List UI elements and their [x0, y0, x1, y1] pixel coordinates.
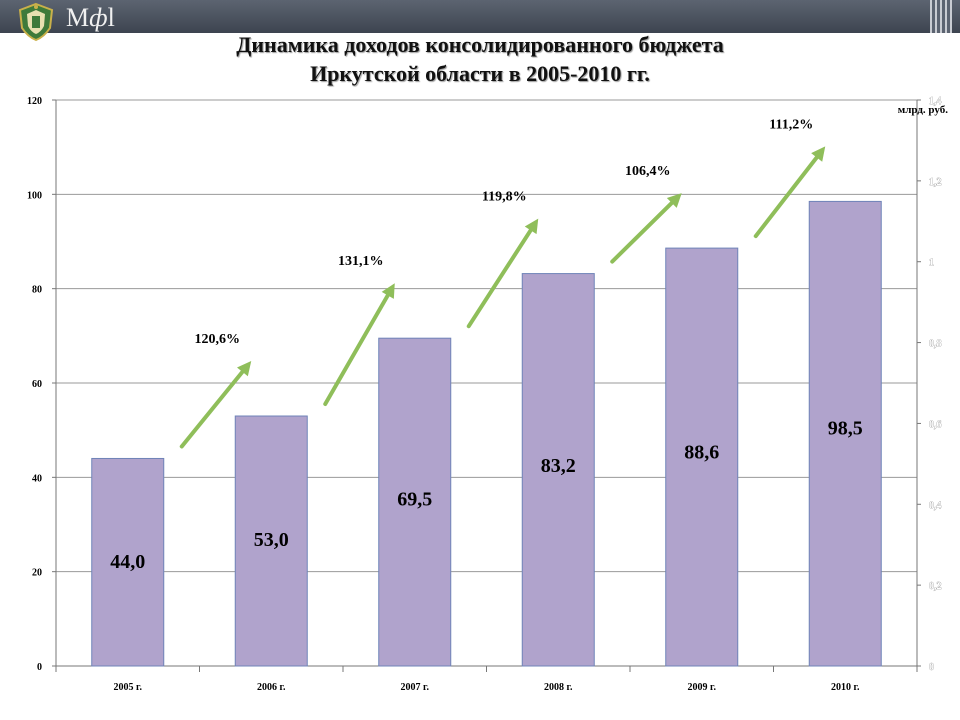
y-tick-label: 60: [32, 379, 42, 390]
bar: [234, 415, 308, 667]
x-tick-label: 2010 г.: [831, 682, 860, 693]
title-line-1: Динамика доходов консолидированного бюдж…: [236, 32, 724, 57]
growth-arrow-head: [524, 218, 539, 235]
x-tick-label: 2007 г.: [401, 682, 430, 693]
data-label: 83,2: [541, 455, 576, 477]
growth-arrow-shaft: [179, 369, 245, 449]
growth-label: 106,4%: [625, 164, 671, 179]
y-right-tick-label: 0,8: [929, 339, 942, 350]
growth-arrow-shaft: [466, 228, 533, 329]
header-bar: [0, 0, 960, 33]
growth-arrows: [179, 146, 826, 449]
growth-label: 111,2%: [769, 117, 813, 132]
growth-arrow: [323, 283, 395, 407]
gridlines: [56, 99, 917, 573]
y-right-tick-label: 1,4: [929, 96, 942, 107]
growth-arrow-head: [381, 283, 395, 299]
growth-label: 131,1%: [338, 254, 384, 269]
page-title: Динамика доходов консолидированного бюдж…: [0, 30, 960, 88]
header-stripes: [930, 0, 952, 33]
growth-arrow-head: [811, 146, 826, 162]
bar: [521, 273, 595, 667]
data-label: 88,6: [684, 442, 719, 464]
bar: [808, 200, 882, 667]
bar: [91, 457, 165, 667]
growth-arrow-shaft: [610, 200, 674, 264]
growth-arrow-shaft: [753, 155, 819, 239]
growth-arrow-head: [236, 361, 252, 377]
labels: 0 20 40 60 80 100 120 0 0,2 0,4 0,6 0,8 1 1,2 1,4млрд.…: [27, 96, 948, 693]
title-line-2: Иркутской области в 2005-2010 гг.: [310, 61, 650, 86]
x-tick-label: 2005 г.: [114, 682, 143, 693]
unit-label: млрд. руб.: [898, 104, 949, 116]
y-right-tick-label: 0,4: [929, 500, 942, 511]
growth-arrow: [179, 361, 252, 449]
y-tick-label: 20: [32, 568, 42, 579]
x-tick-label: 2006 г.: [257, 682, 286, 693]
growth-arrow: [753, 146, 826, 239]
emblem-icon: [18, 2, 54, 42]
growth-arrow: [466, 218, 539, 329]
axes: [52, 99, 921, 672]
y-right-tick-label: 0,2: [929, 581, 942, 592]
y-right-tick-label: 0: [929, 662, 934, 673]
x-tick-label: 2008 г.: [544, 682, 573, 693]
data-label: 69,5: [397, 489, 432, 511]
bar: [378, 337, 452, 667]
growth-arrow-shaft: [323, 293, 390, 407]
data-label: 98,5: [828, 417, 863, 439]
y-tick-label: 120: [27, 96, 42, 107]
growth-arrow-head: [666, 193, 682, 208]
y-right-tick-label: 1,2: [929, 177, 942, 188]
growth-label: 119,8%: [482, 190, 527, 205]
y-tick-label: 100: [27, 190, 42, 201]
growth-label: 120,6%: [195, 332, 241, 347]
y-tick-label: 80: [32, 285, 42, 296]
brand-logo: Мфl: [66, 3, 115, 32]
growth-arrow: [610, 193, 682, 264]
y-right-tick-label: 0,6: [929, 419, 942, 430]
bars: [91, 200, 882, 667]
data-label: 44,0: [110, 551, 145, 573]
y-right-tick-label: 1: [929, 258, 934, 269]
y-tick-label: 40: [32, 473, 42, 484]
y-tick-label: 0: [37, 662, 42, 673]
x-tick-label: 2009 г.: [688, 682, 717, 693]
data-label: 53,0: [254, 529, 289, 551]
bar: [665, 247, 739, 667]
